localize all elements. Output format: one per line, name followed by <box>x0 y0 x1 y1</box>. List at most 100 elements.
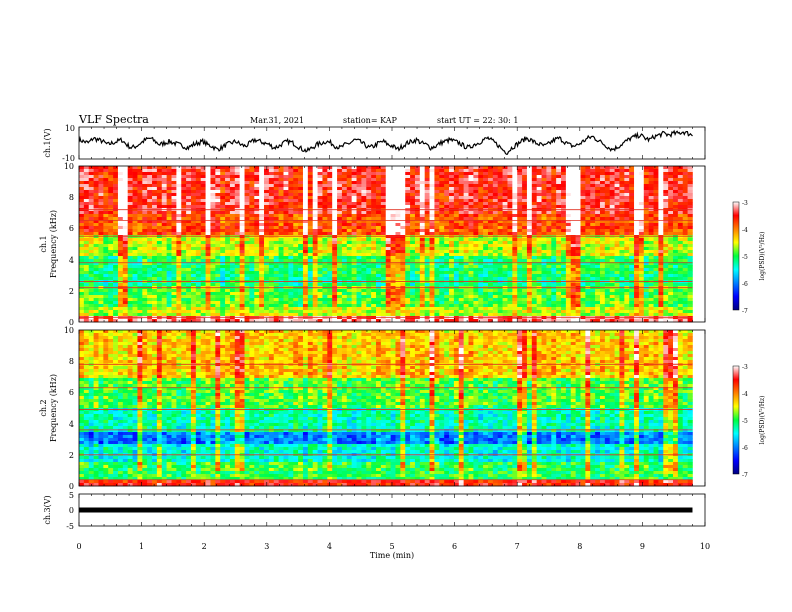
spectrogram-cell <box>395 229 401 233</box>
spectrogram-cell <box>419 268 425 272</box>
spectrogram-cell <box>337 241 343 245</box>
spectrogram-cell <box>79 205 85 209</box>
spectrogram-cell <box>522 259 528 263</box>
spectrogram-cell <box>575 277 581 281</box>
spectrogram-cell <box>288 244 294 248</box>
spectrogram-cell <box>565 265 572 269</box>
spectrogram-cell <box>429 262 435 266</box>
spectrogram-cell <box>147 250 153 254</box>
spectrogram-cell <box>181 223 187 227</box>
spectrogram-cell <box>113 169 119 173</box>
spectrogram-cell <box>117 256 124 260</box>
spectrogram-cell <box>195 253 202 257</box>
spectrogram-cell <box>604 226 611 230</box>
spectrogram-cell <box>361 277 367 281</box>
spectrogram-cell <box>410 166 416 170</box>
spectrogram-cell <box>234 169 240 173</box>
spectrogram-cell <box>648 184 654 188</box>
spectrogram-cell <box>492 205 499 209</box>
spectrogram-cell <box>458 205 464 209</box>
spectrogram-cell <box>648 169 654 173</box>
spectrogram-cell <box>327 268 333 272</box>
spectrogram-cell <box>171 202 177 206</box>
spectrogram-cell <box>473 199 479 203</box>
spectrogram-cell <box>195 217 202 221</box>
spectrogram-cell <box>79 190 85 194</box>
spectrogram-cell <box>210 169 216 173</box>
spectrogram-cell <box>444 241 450 245</box>
spectrogram-cell <box>653 166 659 170</box>
spectrogram-cell <box>327 178 333 182</box>
spectrogram-cell <box>512 175 518 179</box>
spectrogram-cell <box>254 202 260 206</box>
spectrogram-cell <box>673 226 679 230</box>
spectrogram-cell <box>590 223 596 227</box>
spectrogram-cell <box>108 211 114 215</box>
spectrogram-cell <box>79 202 85 206</box>
spectrogram-cell <box>127 235 133 239</box>
spectrogram-cell <box>492 181 499 185</box>
spectrogram-cell <box>147 262 153 266</box>
spectrogram-cell <box>200 178 206 182</box>
spectrogram-cell <box>322 169 328 173</box>
spectrogram-cell <box>88 193 94 197</box>
spectrogram-cell <box>356 250 362 254</box>
spectrogram-cell <box>551 229 557 233</box>
spectrogram-cell <box>390 238 396 242</box>
spectrogram-cell <box>673 238 679 242</box>
spectrogram-cell <box>166 217 172 221</box>
spectrogram-cell <box>546 211 552 215</box>
start-time-label: start UT = 22: 30: 1 <box>437 116 518 125</box>
spectrogram-cell <box>663 193 669 197</box>
spectrogram-cell <box>268 229 275 233</box>
spectrogram-cell <box>492 226 499 230</box>
spectrogram-cell <box>599 265 606 269</box>
spectrogram-cell <box>288 241 294 245</box>
spectrogram-cell <box>312 169 318 173</box>
spectrogram-cell <box>137 232 143 236</box>
spectrogram-cell <box>234 235 240 239</box>
spectrogram-cell <box>161 256 167 260</box>
spectrogram-cell <box>220 247 226 251</box>
spectrogram-cell <box>259 271 265 275</box>
spectrogram-cell <box>458 202 464 206</box>
spectrogram-cell <box>190 196 197 200</box>
spectrogram-cell <box>327 166 333 170</box>
spectrogram-cell <box>429 226 435 230</box>
spectrogram-cell <box>181 268 187 272</box>
spectrogram-cell <box>507 268 513 272</box>
spectrogram-cell <box>483 184 489 188</box>
spectrogram-cell <box>264 256 270 260</box>
spectrogram-cell <box>122 265 128 269</box>
spectrogram-cell <box>239 175 245 179</box>
spectrogram-cell <box>322 259 328 263</box>
spectrogram-cell <box>463 169 469 173</box>
spectrogram-cell <box>541 235 547 239</box>
spectrogram-cell <box>526 172 533 176</box>
spectrogram-cell <box>614 199 620 203</box>
spectrogram-cell <box>142 211 148 215</box>
spectrogram-cell <box>239 229 245 233</box>
spectrogram-cell <box>356 199 362 203</box>
spectrogram-cell <box>487 196 494 200</box>
spectrogram-cell <box>283 217 289 221</box>
spectrogram-cell <box>580 235 586 239</box>
spectrogram-cell <box>366 283 372 287</box>
spectrogram-cell <box>624 214 630 218</box>
spectrogram-cell <box>190 220 197 224</box>
spectrogram-cell <box>259 187 265 191</box>
spectrogram-cell <box>429 202 435 206</box>
spectrogram-cell <box>278 241 284 245</box>
spectrogram-cell <box>449 166 455 170</box>
spectrogram-cell <box>595 175 601 179</box>
spectrogram-cell <box>424 253 430 257</box>
spectrogram-cell <box>551 259 557 263</box>
spectrogram-cell <box>288 229 294 233</box>
spectrogram-cell <box>259 244 265 248</box>
spectrogram-cell <box>273 166 279 170</box>
spectrogram-cell <box>522 211 528 215</box>
spectrogram-cell <box>492 256 499 260</box>
spectrogram-cell <box>79 199 85 203</box>
spectrogram-cell <box>419 220 425 224</box>
spectrogram-cell <box>526 226 533 230</box>
